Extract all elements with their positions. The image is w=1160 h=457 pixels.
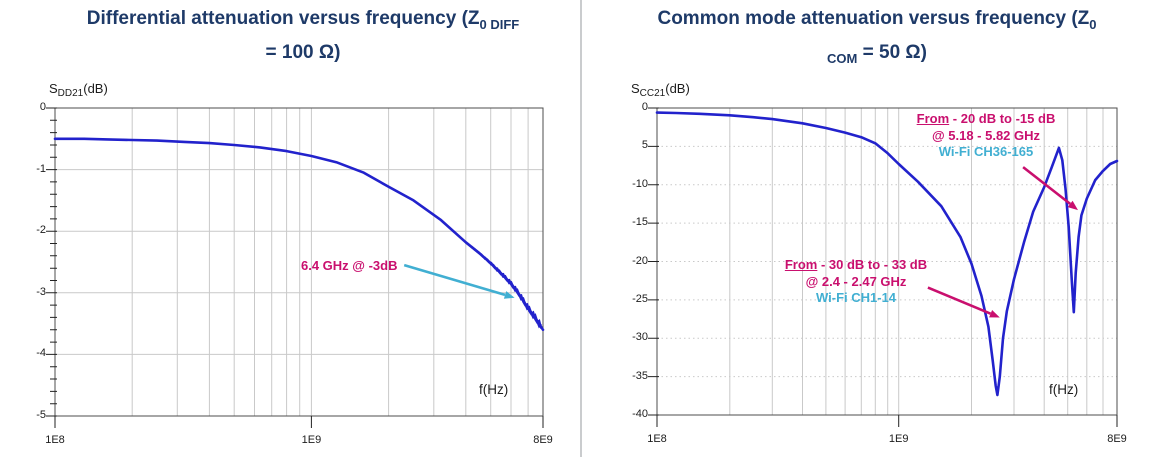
differential-horizontal-grid [55,169,543,355]
common-mode-annotation-arrow-0 [1022,166,1078,211]
common-mode-ytick-label: -30 [632,331,648,344]
left-xaxis-unit: f(Hz) [479,382,509,397]
differential-xtick-label: 1E8 [45,434,65,446]
right-chart-title: Common mode attenuation versus frequency… [599,5,1155,73]
annotation-line: @ 5.18 - 5.82 GHz [931,127,1041,143]
wifi-5ghz-band-annotation: From - 20 dB to -15 dB @ 5.18 - 5.82 GHz… [901,111,1071,161]
common-mode-axis-ticks [648,107,1118,427]
left-chart-title: Differential attenuation versus frequenc… [25,5,581,73]
differential-axis-ticks [46,107,544,428]
differential-ytick-label: -5 [36,409,46,421]
panel-divider [580,0,582,457]
annotation-line: From - 20 dB to -15 dB [916,111,1056,126]
differential-vertical-grid [131,108,529,416]
common-mode-xtick-label: 8E9 [1107,433,1127,445]
common-mode-ytick-label: -40 [632,408,648,420]
common-mode-ytick-label: -15 [632,216,648,229]
annotation-line: Wi-Fi CH36-165 [938,144,1034,159]
differential-ytick-label: -2 [36,224,46,237]
common-mode-ytick-label: -35 [632,369,648,382]
SCC21-curve [655,111,1119,397]
SDD21-noise-band [470,245,543,329]
common-mode-xtick-label: 1E9 [888,433,909,445]
3db-point-annotation: 6.4 GHz @ -3dB [301,258,398,273]
z0-subscript: 0 [1089,17,1097,32]
differential-ytick-label: -1 [36,162,46,175]
common-mode-annotation-arrow-1 [927,286,1000,318]
wifi-2g4-band-annotation: From - 30 dB to - 33 dB @ 2.4 - 2.47 GHz… [771,257,941,307]
differential-xtick-label: 8E9 [533,434,553,446]
annotation-line: @ 2.4 - 2.47 GHz [805,273,907,289]
common-mode-ytick-label: -20 [632,254,648,267]
common-mode-ytick-label: 0 [641,101,648,113]
com-subscript: COM [827,51,858,66]
differential-ytick-label: -4 [36,347,46,360]
common-mode-ytick-label: 5 [641,139,648,152]
differential-ytick-label: 0 [39,101,46,113]
z0diff-subscript: 0 DIFF [479,17,520,32]
common-mode-ytick-label: -25 [632,292,648,305]
left-yaxis-name: SDD21(dB) [49,81,108,99]
differential-plot-border [54,107,544,417]
left-chart-title-line2: = 100 Ω) [265,42,341,63]
right-yaxis-name: SCC21(dB) [631,81,690,99]
common-mode-horizontal-grid [657,145,1117,378]
differential-ytick-label: -3 [36,285,46,298]
right-chart-title-line2: COM = 50 Ω) [827,42,927,66]
annotation-line: From - 30 dB to - 33 dB [784,257,928,272]
differential-annotation-arrow-0 [403,263,515,299]
annotation-line: Wi-Fi CH1-14 [815,290,897,305]
common-mode-xtick-label: 1E8 [647,433,667,445]
right-xaxis-unit: f(Hz) [1049,382,1079,397]
SDD21-curve [53,137,545,332]
left-chart-title-line1: Differential attenuation versus frequenc… [86,8,520,32]
common-mode-ytick-label: -10 [632,177,648,190]
differential-xtick-label: 1E9 [301,434,322,446]
right-chart-title-line1: Common mode attenuation versus frequency… [657,8,1097,32]
